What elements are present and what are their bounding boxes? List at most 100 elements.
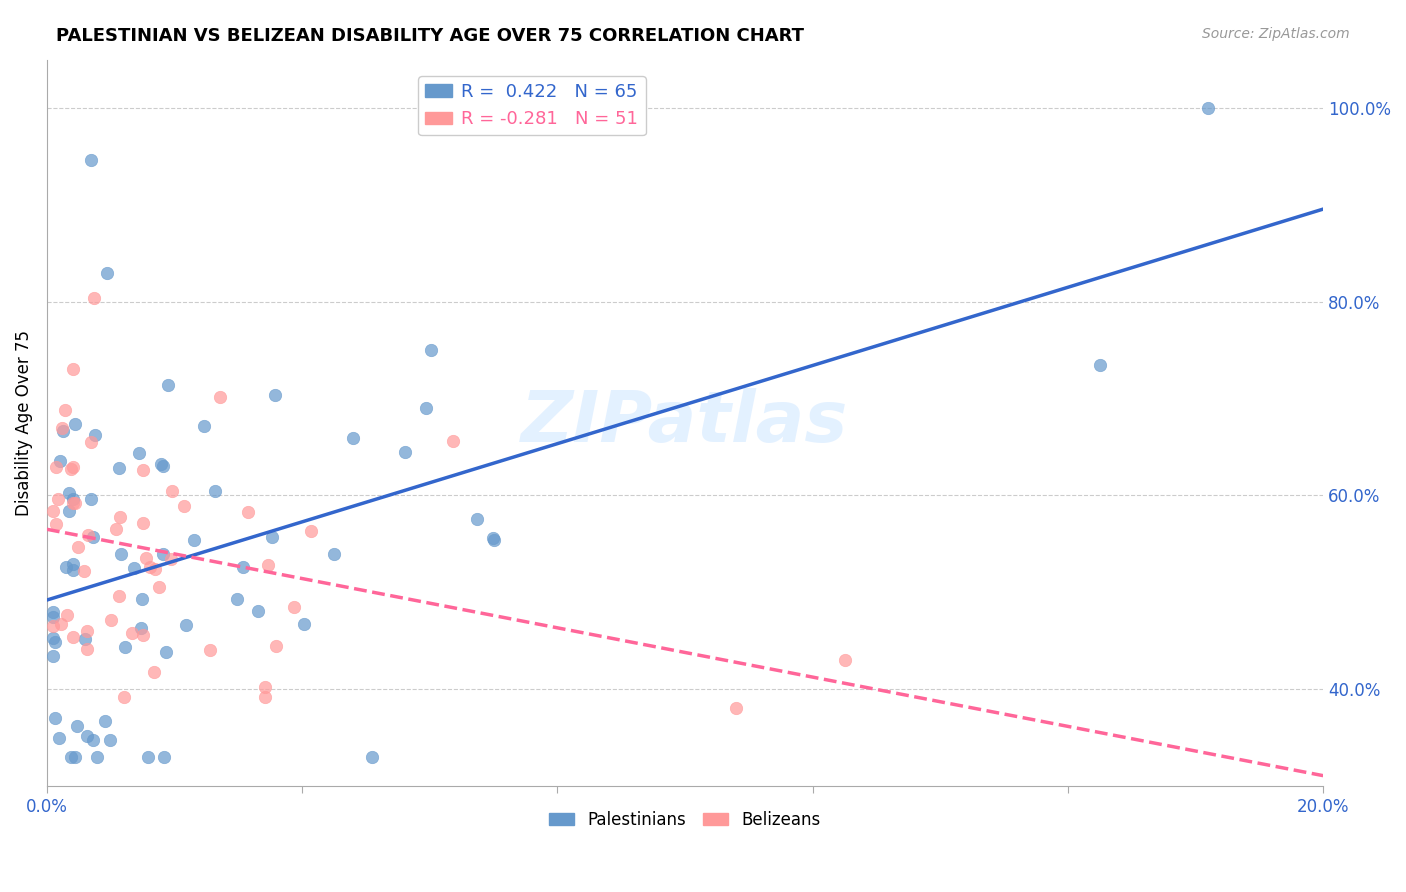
Point [246, 604, 269, 618]
Point [62, 460, 84, 475]
Point [63, 417, 86, 431]
Point [143, 561, 166, 575]
Point [292, 616, 315, 631]
Point [394, 445, 416, 459]
Point [236, 505, 259, 519]
Point [156, 377, 179, 392]
Point [104, 522, 127, 536]
Point [342, 431, 364, 445]
Point [62, 557, 84, 571]
Point [139, 560, 162, 574]
Point [100, 613, 122, 627]
Point [204, 483, 226, 498]
Point [94, 714, 117, 728]
Point [1197, 101, 1219, 115]
Point [114, 690, 136, 704]
Point [51, 420, 73, 434]
Point [83, 291, 105, 305]
Point [62, 492, 84, 507]
Point [262, 530, 284, 544]
Point [108, 590, 131, 604]
Point [42, 610, 65, 624]
Point [49, 617, 72, 632]
Point [55, 608, 77, 623]
Point [148, 580, 170, 594]
Point [75, 632, 97, 647]
Point [55, 559, 77, 574]
Point [49, 453, 72, 467]
Point [299, 524, 322, 538]
Point [725, 701, 748, 715]
Point [129, 621, 152, 635]
Point [465, 511, 488, 525]
Point [76, 729, 98, 743]
Point [155, 645, 177, 659]
Point [45, 460, 67, 475]
Point [58, 485, 80, 500]
Point [52, 425, 75, 439]
Point [264, 639, 287, 653]
Point [153, 749, 176, 764]
Point [1088, 358, 1111, 372]
Text: PALESTINIAN VS BELIZEAN DISABILITY AGE OVER 75 CORRELATION CHART: PALESTINIAN VS BELIZEAN DISABILITY AGE O… [56, 27, 804, 45]
Point [42, 618, 65, 632]
Point [159, 551, 181, 566]
Point [53, 403, 76, 417]
Point [152, 458, 174, 473]
Point [42, 606, 65, 620]
Point [150, 457, 173, 471]
Point [62, 362, 84, 376]
Point [62, 630, 84, 644]
Point [226, 592, 249, 607]
Point [82, 733, 104, 747]
Point [482, 533, 505, 547]
Y-axis label: Disability Age Over 75: Disability Age Over 75 [15, 330, 32, 516]
Point [132, 516, 155, 531]
Point [83, 428, 105, 442]
Point [42, 632, 65, 646]
Point [48, 492, 70, 507]
Point [62, 496, 84, 510]
Point [183, 533, 205, 547]
Point [136, 749, 159, 764]
Point [44, 635, 66, 649]
Point [253, 690, 276, 704]
Point [110, 509, 132, 524]
Point [264, 387, 287, 401]
Point [62, 563, 84, 577]
Point [132, 462, 155, 476]
Point [481, 531, 503, 545]
Point [174, 617, 197, 632]
Legend: Palestinians, Belizeans: Palestinians, Belizeans [543, 805, 827, 836]
Point [77, 528, 100, 542]
Point [193, 419, 215, 434]
Point [232, 560, 254, 574]
Point [80, 153, 103, 167]
Point [323, 548, 346, 562]
Point [135, 551, 157, 566]
Point [82, 530, 104, 544]
Point [361, 749, 384, 764]
Point [834, 653, 856, 667]
Point [114, 640, 136, 654]
Point [80, 492, 103, 507]
Point [86, 749, 108, 764]
Point [45, 516, 67, 531]
Point [160, 484, 183, 499]
Point [128, 445, 150, 459]
Point [76, 624, 98, 639]
Point [142, 665, 165, 679]
Point [48, 731, 70, 745]
Point [110, 547, 132, 561]
Point [65, 496, 87, 510]
Point [76, 641, 98, 656]
Point [253, 680, 276, 694]
Point [122, 561, 145, 575]
Point [80, 435, 103, 450]
Point [42, 648, 65, 663]
Point [67, 540, 90, 554]
Point [208, 390, 231, 404]
Point [131, 592, 153, 607]
Point [283, 600, 305, 615]
Point [198, 642, 221, 657]
